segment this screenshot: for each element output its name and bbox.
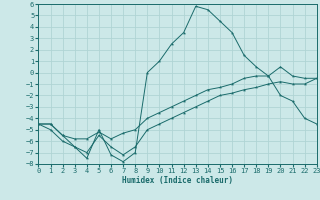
- X-axis label: Humidex (Indice chaleur): Humidex (Indice chaleur): [122, 176, 233, 185]
